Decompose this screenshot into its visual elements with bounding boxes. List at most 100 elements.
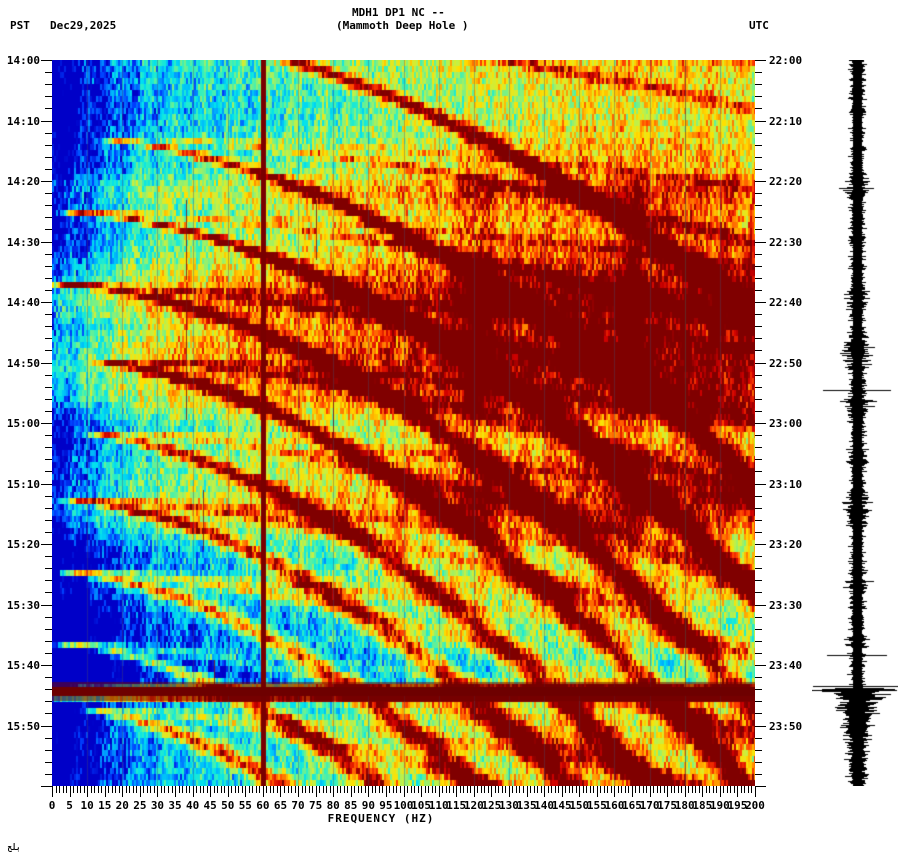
freq-tick (407, 786, 408, 793)
freq-tick (368, 786, 369, 797)
time-tick-left (45, 762, 52, 763)
time-tick-right (755, 96, 762, 97)
freq-tick (179, 786, 180, 793)
freq-tick (681, 786, 682, 793)
spectrogram-plot[interactable] (52, 60, 755, 786)
freq-tick (115, 786, 116, 793)
header-timezone-right: UTC (749, 19, 769, 32)
freq-tick (425, 786, 426, 793)
time-tick-left (45, 338, 52, 339)
seismogram-trace (812, 60, 898, 786)
freq-tick (650, 786, 651, 797)
freq-tick (579, 786, 580, 797)
time-tick-left (45, 84, 52, 85)
freq-tick (164, 786, 165, 793)
freq-tick (491, 786, 492, 797)
freq-tick (502, 786, 503, 793)
freq-tick (590, 786, 591, 793)
time-tick-right (755, 689, 762, 690)
time-tick-right (755, 302, 766, 303)
freq-tick (467, 786, 468, 793)
time-tick-left (45, 592, 52, 593)
freq-tick (280, 786, 281, 797)
time-tick-left (45, 314, 52, 315)
freq-label: 190 (709, 799, 730, 812)
freq-tick (551, 786, 552, 793)
freq-label: 55 (238, 799, 252, 812)
time-tick-left (45, 568, 52, 569)
time-label-left: 14:40 (6, 296, 40, 309)
time-label-left: 14:00 (6, 54, 40, 67)
freq-label: 135 (516, 799, 537, 812)
time-tick-left (45, 145, 52, 146)
freq-tick (238, 786, 239, 793)
header-station-title: MDH1 DP1 NC -- (352, 6, 445, 19)
freq-tick (548, 786, 549, 793)
freq-tick (453, 786, 454, 793)
freq-tick (727, 786, 728, 793)
time-tick-left (41, 726, 52, 727)
time-tick-right (755, 217, 762, 218)
time-tick-right (755, 205, 762, 206)
freq-tick (702, 786, 703, 797)
freq-tick (583, 786, 584, 793)
freq-tick (488, 786, 489, 793)
freq-tick (221, 786, 222, 793)
freq-tick (119, 786, 120, 793)
time-tick-left (45, 350, 52, 351)
freq-tick (186, 786, 187, 793)
freq-tick (242, 786, 243, 793)
time-tick-left (45, 254, 52, 255)
time-tick-left (45, 508, 52, 509)
freq-label: 20 (115, 799, 129, 812)
time-tick-right (755, 435, 762, 436)
time-tick-left (45, 520, 52, 521)
spectrogram-canvas[interactable] (52, 60, 755, 786)
time-tick-right (755, 133, 762, 134)
time-label-right: 22:50 (769, 356, 803, 370)
time-tick-right (755, 84, 762, 85)
time-tick-right (755, 411, 762, 412)
freq-tick (660, 786, 661, 793)
freq-tick (147, 786, 148, 793)
time-tick-right (755, 375, 762, 376)
time-tick-right (755, 278, 762, 279)
time-tick-left (41, 665, 52, 666)
freq-tick (706, 786, 707, 793)
freq-tick (534, 786, 535, 793)
time-tick-right (755, 326, 762, 327)
time-tick-right (755, 254, 762, 255)
freq-tick (530, 786, 531, 793)
freq-tick (231, 786, 232, 793)
freq-tick (653, 786, 654, 793)
freq-tick (94, 786, 95, 793)
freq-tick (730, 786, 731, 793)
time-tick-left (45, 641, 52, 642)
freq-label: 125 (481, 799, 502, 812)
time-tick-right (755, 629, 762, 630)
freq-tick (217, 786, 218, 793)
time-tick-left (45, 229, 52, 230)
freq-tick (288, 786, 289, 793)
freq-tick (273, 786, 274, 793)
freq-label: 40 (185, 799, 200, 812)
time-tick-left (41, 786, 52, 787)
time-tick-left (45, 266, 52, 267)
time-tick-right (755, 72, 762, 73)
freq-label: 130 (499, 799, 519, 812)
time-tick-left (45, 774, 52, 775)
time-tick-right (755, 193, 762, 194)
freq-label: 160 (604, 799, 625, 812)
freq-tick (692, 786, 693, 793)
time-tick-right (755, 738, 762, 739)
time-label-left: 15:40 (6, 659, 40, 672)
time-tick-right (755, 653, 762, 654)
freq-tick (674, 786, 675, 793)
time-tick-right (755, 181, 766, 182)
freq-tick (474, 786, 475, 797)
time-tick-right (755, 423, 766, 424)
freq-tick (699, 786, 700, 793)
freq-tick (404, 786, 405, 797)
freq-tick (477, 786, 478, 793)
freq-tick (755, 786, 756, 797)
